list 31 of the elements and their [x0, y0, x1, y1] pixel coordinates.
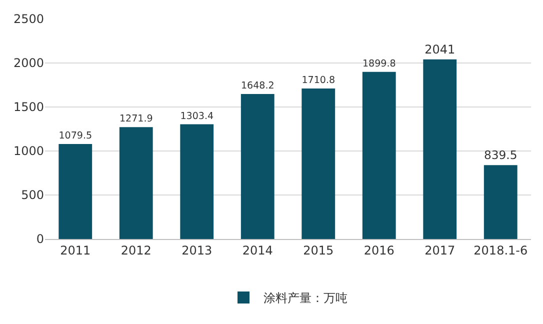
bar — [58, 144, 92, 239]
text: 1271.9 — [119, 114, 153, 125]
bar — [423, 59, 457, 239]
text: 1303.4 — [180, 110, 214, 122]
y-tick-label: 1000 — [13, 144, 44, 158]
x-tick-label: 2014 — [242, 243, 273, 258]
text: 1710.8 — [302, 75, 336, 86]
y-tick-label: 1500 — [13, 100, 44, 114]
y-tick-label: 0 — [36, 232, 44, 246]
bar — [484, 165, 518, 239]
y-tick-label: 500 — [21, 188, 44, 202]
text: 1079.5 — [58, 130, 92, 142]
bar — [180, 124, 214, 239]
bar — [362, 72, 396, 239]
x-tick-label: 2011 — [60, 243, 91, 258]
x-tick-label: 2013 — [182, 243, 212, 258]
bar — [302, 88, 336, 239]
y-tick-label: 2500 — [13, 12, 44, 26]
x-tick-label: 2015 — [303, 243, 334, 258]
x-tick-label: 2012 — [120, 243, 152, 258]
y-tick-label: 2000 — [13, 56, 44, 70]
x-tick-label: 2018.1-6 — [474, 243, 528, 258]
x-tick-label: 2016 — [364, 243, 394, 258]
text: 2041 — [424, 42, 456, 56]
text: 1648.2 — [240, 80, 274, 92]
bar — [240, 94, 274, 239]
legend-label: 涂料产量：万吨 — [264, 291, 348, 306]
bar — [119, 127, 153, 239]
text: 839.5 — [484, 148, 518, 162]
x-tick-label: 2017 — [424, 243, 456, 258]
text: 1899.8 — [362, 58, 396, 70]
